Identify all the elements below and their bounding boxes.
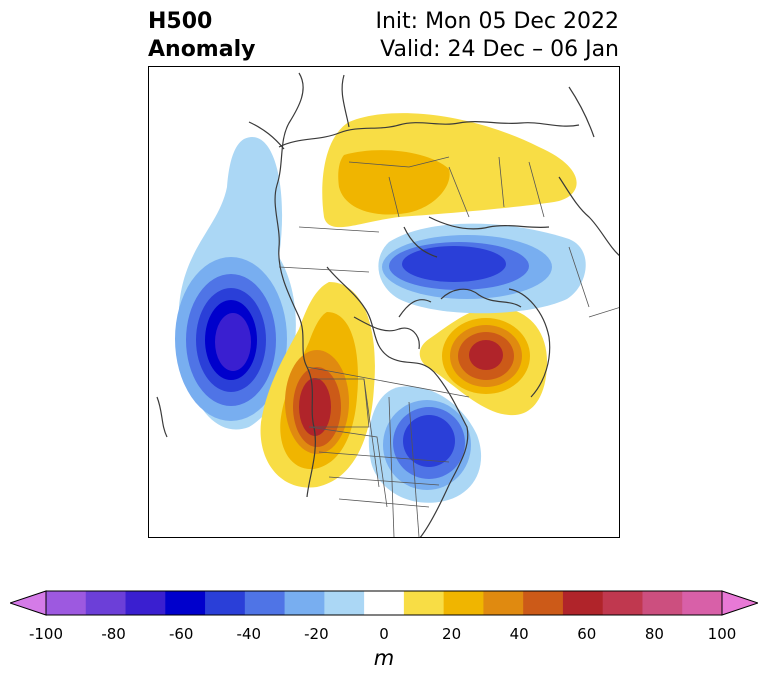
colorbar-segment: [562, 591, 604, 615]
anomaly-positive-westna: [260, 282, 375, 488]
chart-title-right: Init: Mon 05 Dec 2022 Valid: 24 Dec – 06…: [376, 8, 620, 64]
colorbar-tick-label: 40: [509, 625, 529, 643]
colorbar-segment: [523, 591, 564, 615]
valid-range: Valid: 24 Dec – 06 Jan: [380, 37, 619, 62]
colorbar-segment: [46, 591, 87, 615]
anomaly-positive-europe: [322, 113, 577, 228]
colorbar-segment: [403, 591, 445, 615]
colorbar-segment: [642, 591, 683, 615]
colorbar-segment: [85, 591, 127, 615]
coastlines: [156, 72, 619, 537]
colorbar-segment: [205, 591, 246, 615]
colorbar-segment: [284, 591, 325, 615]
field-name: H500: [148, 9, 213, 34]
colorbar-tick-label: 0: [379, 625, 389, 643]
colorbar: [10, 590, 758, 616]
colorbar-segment: [244, 591, 286, 615]
colorbar-tick-label: -60: [168, 625, 194, 643]
colorbar-unit-label: m: [373, 646, 395, 670]
anomaly-negative-npacific: [175, 137, 296, 430]
colorbar-tick-label: -80: [101, 625, 126, 643]
colorbar-segment: [125, 591, 166, 615]
colorbar-frame: [45, 590, 723, 616]
colorbar-segment: [602, 591, 643, 615]
political-borders: [278, 156, 619, 537]
anomaly-positive-greenland: [419, 306, 548, 416]
colorbar-tick-label: 80: [644, 625, 664, 643]
colorbar-extend-min: [10, 590, 47, 616]
map-panel: [148, 66, 620, 538]
colorbar-tick-label: -100: [28, 625, 64, 643]
colorbar-tick-label: 60: [577, 625, 597, 643]
anomaly-map: [149, 67, 619, 537]
colorbar-segment: [165, 591, 206, 615]
colorbar-tick-label: 20: [442, 625, 462, 643]
colorbar-tick-label: -20: [304, 625, 329, 643]
colorbar-segment: [483, 591, 524, 615]
colorbar-tick-label: 100: [707, 625, 737, 643]
field-type: Anomaly: [148, 37, 256, 62]
colorbar-segment: [443, 591, 484, 615]
colorbar-segment: [682, 591, 723, 615]
chart-title-left: H500 Anomaly: [148, 8, 255, 64]
colorbar-tick-label: -40: [236, 625, 262, 643]
init-date: Init: Mon 05 Dec 2022: [375, 9, 620, 34]
colorbar-segment: [364, 591, 405, 615]
colorbar-segment: [324, 591, 365, 615]
colorbar-extend-max: [721, 590, 758, 616]
